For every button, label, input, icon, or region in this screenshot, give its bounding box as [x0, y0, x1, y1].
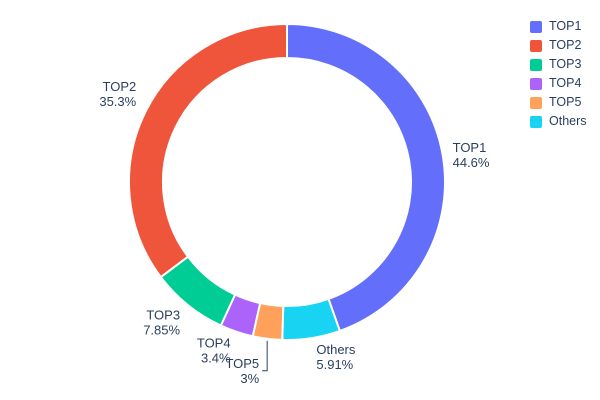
legend-item-label: TOP2: [549, 38, 582, 52]
label-leader-line-top5: [262, 340, 268, 372]
slice-label-name-others: Others: [316, 342, 356, 357]
legend-swatch-icon: [530, 115, 542, 128]
legend-item-label: TOP4: [549, 76, 582, 90]
legend-item-top3[interactable]: TOP3: [530, 58, 587, 71]
slice-label-percent-top3: 7.85%: [143, 323, 180, 338]
slice-label-percent-top1: 44.6%: [453, 155, 490, 170]
legend-item-top1[interactable]: TOP1: [530, 20, 587, 33]
slice-label-percent-top2: 35.3%: [99, 94, 136, 109]
pie-slice-top1[interactable]: [286, 22, 446, 333]
slice-label-name-top4: TOP4: [197, 335, 231, 350]
slice-label-name-top5: TOP5: [225, 356, 259, 371]
legend-swatch-icon: [530, 20, 542, 33]
pie-slice-others[interactable]: [281, 297, 342, 341]
pie-slice-top2[interactable]: [128, 22, 288, 279]
legend-item-top2[interactable]: TOP2: [530, 39, 587, 52]
legend-item-others[interactable]: Others: [530, 115, 587, 128]
slice-label-percent-top4: 3.4%: [201, 350, 231, 365]
legend-item-label: TOP5: [549, 95, 582, 109]
legend-item-label: Others: [549, 114, 587, 128]
legend-item-label: TOP3: [549, 57, 582, 71]
legend-swatch-icon: [530, 39, 542, 52]
legend-swatch-icon: [530, 96, 542, 109]
legend-swatch-icon: [530, 58, 542, 71]
legend-swatch-icon: [530, 77, 542, 90]
legend-item-label: TOP1: [549, 19, 582, 33]
slice-label-percent-top5: 3%: [240, 371, 259, 386]
legend-item-top5[interactable]: TOP5: [530, 96, 587, 109]
slice-label-name-top3: TOP3: [146, 308, 180, 323]
chart-legend: TOP1 TOP2 TOP3 TOP4 TOP5 Others: [530, 20, 587, 128]
legend-item-top4[interactable]: TOP4: [530, 77, 587, 90]
slice-label-name-top1: TOP1: [453, 140, 487, 155]
slice-label-percent-others: 5.91%: [316, 357, 353, 372]
slice-label-name-top2: TOP2: [103, 79, 137, 94]
